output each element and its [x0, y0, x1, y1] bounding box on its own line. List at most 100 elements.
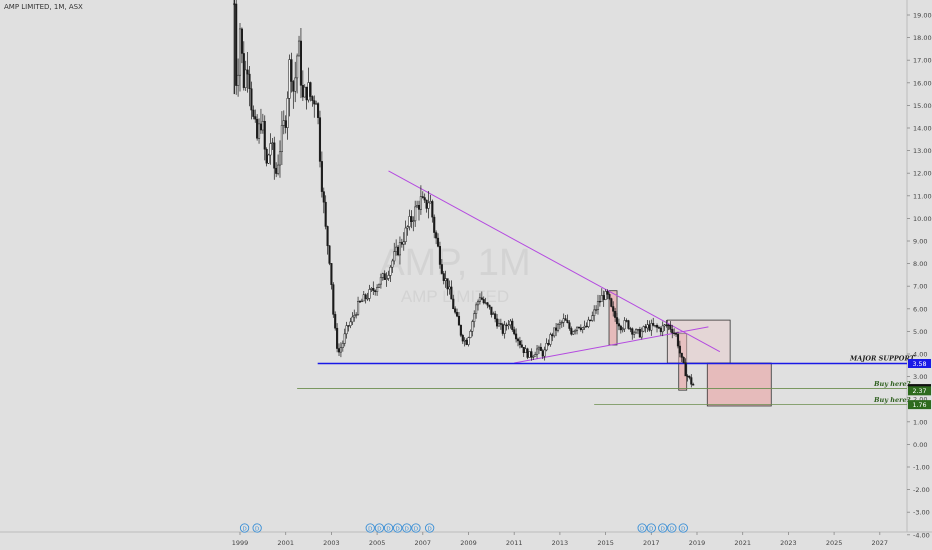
candle-body — [492, 313, 495, 315]
dividend-marker[interactable] — [365, 523, 375, 533]
candle-body — [296, 55, 299, 79]
candle-body — [488, 304, 491, 308]
candle-body — [398, 242, 401, 256]
y-tick-label: -4.00 — [913, 531, 930, 539]
candle-body — [520, 344, 523, 348]
candle-body — [271, 142, 274, 144]
candle-body — [257, 123, 261, 139]
candle-body — [625, 320, 628, 322]
candle-body — [621, 328, 624, 331]
candle-body — [587, 319, 590, 327]
candle-body — [309, 82, 312, 97]
y-tick-label: 6.00 — [913, 305, 927, 313]
candle-body — [530, 351, 533, 358]
candle-body — [336, 327, 339, 349]
annotation-box[interactable] — [706, 362, 772, 407]
y-tick-label: 17.00 — [913, 57, 932, 65]
candle-body — [680, 352, 683, 358]
price-badge-buy — [908, 386, 931, 396]
candle-body — [273, 142, 276, 169]
dividend-marker[interactable] — [658, 523, 668, 533]
dividend-marker-label: D — [377, 526, 381, 532]
candle-body — [636, 329, 640, 331]
candle-body — [250, 88, 253, 111]
candle-body — [286, 98, 289, 128]
candle-body — [655, 325, 659, 328]
dividend-marker[interactable] — [425, 523, 435, 533]
candle-body — [404, 227, 407, 242]
candle-body — [313, 100, 316, 105]
price-badge-label: 1.76 — [912, 402, 926, 409]
candle-body — [288, 59, 291, 99]
candle-body — [261, 120, 264, 131]
candle-body — [688, 375, 691, 378]
candle-body — [284, 120, 287, 128]
dividend-marker[interactable] — [637, 523, 647, 533]
x-tick-label: 2019 — [689, 539, 706, 547]
trendline[interactable] — [388, 170, 721, 353]
dividend-marker-label: D — [681, 526, 685, 532]
candle-body — [513, 329, 516, 335]
candle-body — [638, 329, 641, 338]
candle-body — [328, 245, 331, 264]
dividend-marker[interactable] — [402, 523, 412, 533]
candle-body — [322, 191, 325, 203]
dividend-marker-label: D — [405, 526, 409, 532]
candle-body — [269, 143, 272, 156]
y-tick-label: 1.00 — [913, 418, 927, 426]
y-tick-label: 2.00 — [913, 396, 927, 404]
y-tick-label: -3.00 — [913, 509, 930, 517]
candle-body — [475, 304, 478, 314]
candle-body — [635, 329, 638, 334]
candle-body — [676, 334, 680, 347]
y-tick-label: 19.00 — [913, 12, 932, 20]
candle-body — [334, 314, 337, 329]
candle-body — [503, 324, 506, 334]
candle-body — [299, 40, 302, 86]
candle-body — [252, 109, 255, 117]
price-badge-label: 2.37 — [912, 388, 926, 395]
candle-body — [433, 216, 436, 233]
dividend-marker[interactable] — [411, 523, 421, 533]
candle-body — [583, 325, 586, 328]
candle-body — [551, 334, 554, 337]
candle-body — [558, 322, 561, 325]
watermark-name: AMP LIMITED — [401, 287, 509, 306]
candle-body — [355, 314, 358, 316]
price-badge-support — [908, 358, 931, 368]
candle-body — [629, 328, 632, 330]
dividend-marker-label: D — [649, 526, 653, 532]
y-tick-label: 12.00 — [913, 170, 932, 178]
candle-body — [326, 226, 329, 247]
candle-body — [383, 273, 386, 280]
candle-body — [627, 320, 630, 329]
candle-body — [596, 301, 600, 310]
candle-body — [343, 333, 346, 344]
candle-body — [579, 327, 582, 330]
candle-body — [604, 291, 607, 300]
dividend-marker[interactable] — [374, 523, 385, 533]
candle-body — [290, 59, 293, 82]
buy-level-label: Buy here? — [873, 396, 911, 404]
dividend-marker[interactable] — [646, 523, 656, 533]
x-tick-label: 2021 — [734, 539, 751, 547]
candle-body — [425, 199, 428, 209]
candle-body — [431, 201, 434, 218]
x-tick-label: 2003 — [323, 539, 340, 547]
candle-body — [623, 320, 626, 330]
candle-body — [357, 301, 360, 315]
candle-body — [486, 302, 489, 306]
annotation-box[interactable] — [666, 319, 731, 364]
dividend-marker[interactable] — [667, 523, 677, 533]
y-tick-label: 15.00 — [913, 102, 932, 110]
candle-body — [379, 277, 382, 285]
dividend-marker[interactable] — [393, 523, 403, 533]
dividend-marker[interactable] — [252, 523, 262, 533]
candle-body — [419, 196, 422, 210]
dividend-marker[interactable] — [239, 523, 250, 533]
dividend-marker[interactable] — [678, 523, 688, 533]
candle-body — [505, 324, 508, 327]
dividend-marker[interactable] — [383, 523, 394, 533]
candle-body — [543, 349, 546, 357]
